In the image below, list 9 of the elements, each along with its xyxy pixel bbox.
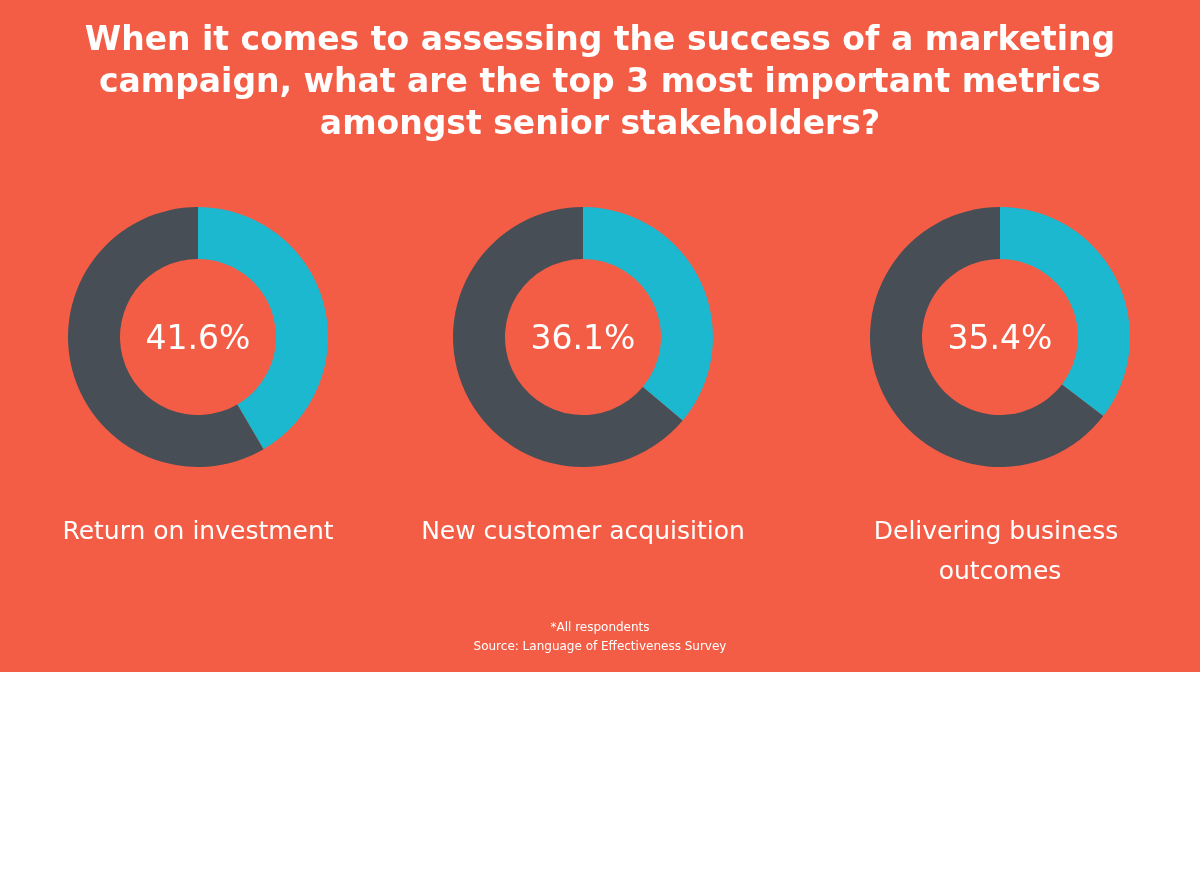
data-label: 41.6%: [145, 317, 251, 357]
data-label: 36.1%: [530, 317, 636, 357]
text: Delivering business outcomes: [873, 515, 1127, 585]
data-label: 35.4%: [947, 317, 1053, 357]
text: Return on investment: [62, 515, 334, 545]
text: New customer acquisition: [421, 515, 745, 545]
text: When it comes to assessing the success of a marketing campaign, what are the top 3 most important metrics amongst senior stakeholders?: [83, 18, 1117, 144]
source-note: Source: Language of Effectiveness Survey: [472, 638, 728, 655]
text: *All respondents: [549, 619, 651, 636]
